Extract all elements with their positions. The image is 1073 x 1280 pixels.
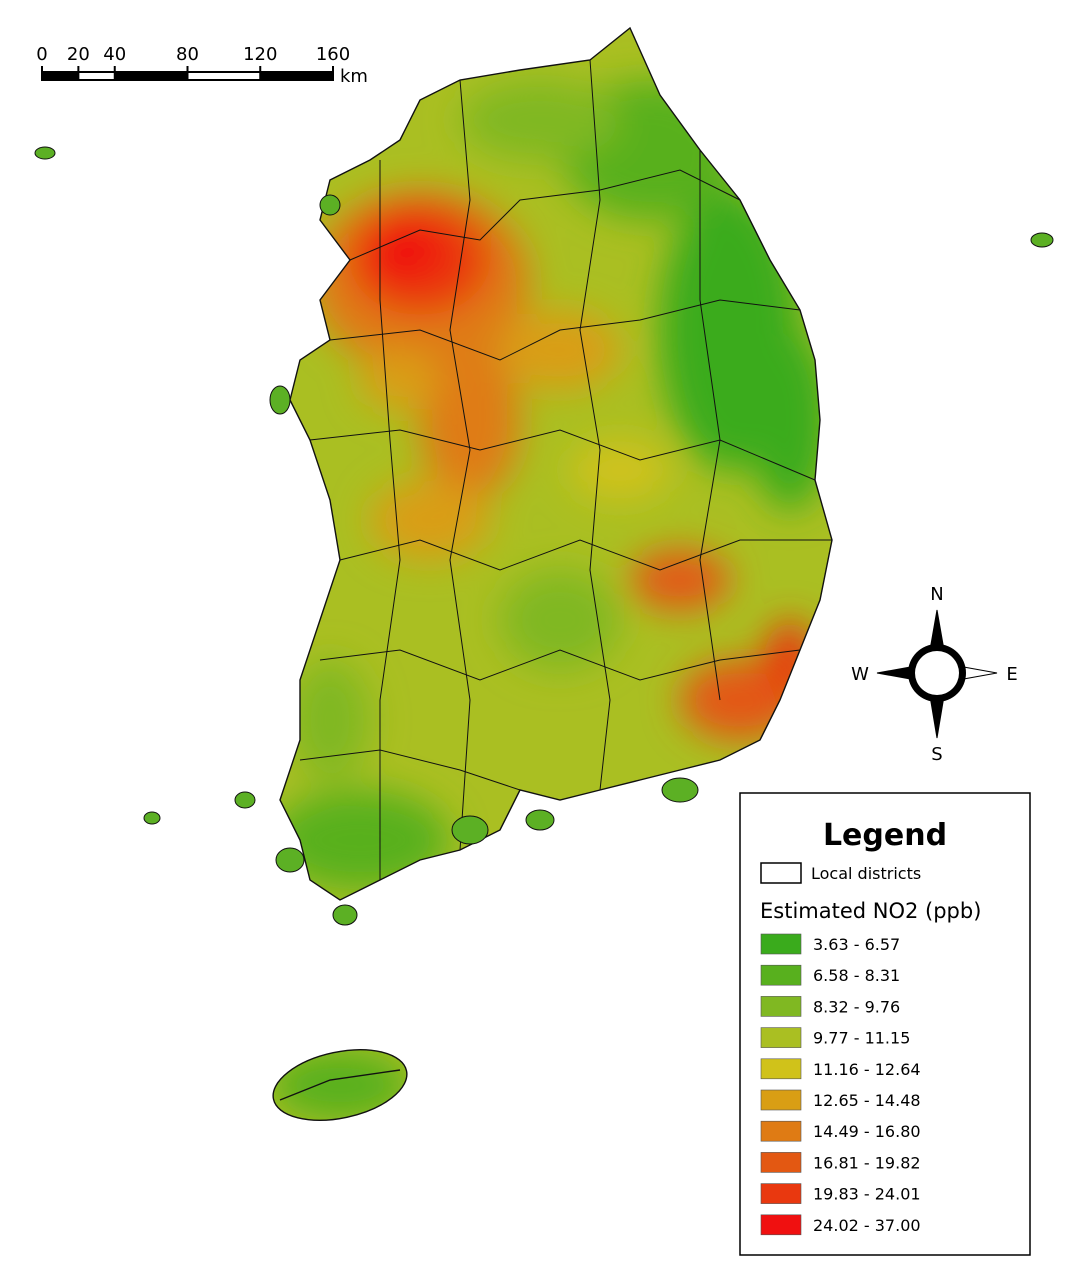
- legend-swatch: [760, 1089, 802, 1111]
- scale-unit: km: [340, 66, 368, 87]
- legend-title: Legend: [823, 818, 947, 853]
- scale-bar-segment: [187, 73, 261, 79]
- surface-blob: [270, 1050, 410, 1120]
- surface-blob: [290, 660, 370, 780]
- scale-tick-label: 160: [316, 44, 350, 65]
- surface-blob: [500, 570, 620, 670]
- legend-boundary-label: Local districts: [811, 864, 921, 883]
- legend-class-label: 24.02 - 37.00: [813, 1216, 921, 1235]
- legend-class-label: 6.58 - 8.31: [813, 966, 900, 985]
- scale-tick-label: 40: [103, 44, 126, 65]
- surface-blob: [460, 80, 620, 160]
- surface-blob: [570, 440, 670, 500]
- scale-tick-label: 120: [243, 44, 277, 65]
- scale-bar-segment: [78, 73, 115, 79]
- legend-class-label: 12.65 - 14.48: [813, 1091, 921, 1110]
- scale-tick-label: 80: [176, 44, 199, 65]
- scale-bar: km 0 20 40 80 120 160: [36, 44, 368, 87]
- scale-bar-segment: [42, 73, 79, 79]
- legend: Legend Local districts Estimated NO2 (pp…: [739, 792, 1031, 1256]
- surface-blob: [420, 340, 520, 500]
- legend-class-label: 9.77 - 11.15: [813, 1029, 910, 1048]
- legend-swatch: [760, 1120, 802, 1142]
- compass-east: E: [1006, 664, 1017, 685]
- scale-tick-label: 20: [67, 44, 90, 65]
- surface-blob: [750, 330, 830, 510]
- surface-blob: [360, 350, 440, 410]
- legend-swatch: [760, 1183, 802, 1204]
- legend-class-label: 14.49 - 16.80: [813, 1122, 921, 1141]
- legend-swatch: [760, 1027, 802, 1048]
- scale-bar-segment: [114, 73, 188, 79]
- legend-swatch: [760, 1214, 802, 1236]
- legend-swatch: [760, 933, 802, 955]
- legend-class-label: 3.63 - 6.57: [813, 935, 900, 954]
- legend-class-label: 16.81 - 19.82: [813, 1153, 921, 1172]
- scale-tick-label: 0: [36, 44, 47, 65]
- north-arrow: N S W E: [851, 584, 1018, 765]
- legend-class-label: 11.16 - 12.64: [813, 1060, 921, 1079]
- legend-class-label: 8.32 - 9.76: [813, 997, 900, 1016]
- legend-swatch: [760, 964, 802, 986]
- compass-north: N: [930, 584, 943, 605]
- legend-swatch: [760, 996, 802, 1017]
- legend-swatch: [760, 1058, 802, 1080]
- surface-blob: [500, 310, 620, 390]
- surface-blob: [630, 550, 730, 610]
- compass-south: S: [931, 744, 942, 765]
- surface-blob: [270, 790, 450, 890]
- legend-swatch: [760, 1152, 802, 1173]
- legend-class-label: 19.83 - 24.01: [813, 1185, 921, 1204]
- surface-blob: [365, 220, 445, 280]
- district-boundaries: [272, 26, 833, 1121]
- surface-blob: [370, 480, 490, 560]
- compass-west: W: [851, 664, 869, 685]
- legend-variable: Estimated NO2 (ppb): [760, 899, 981, 923]
- surface-blobs: [270, 80, 830, 1120]
- scale-bar-segment: [260, 73, 333, 79]
- islands: [34, 146, 1054, 926]
